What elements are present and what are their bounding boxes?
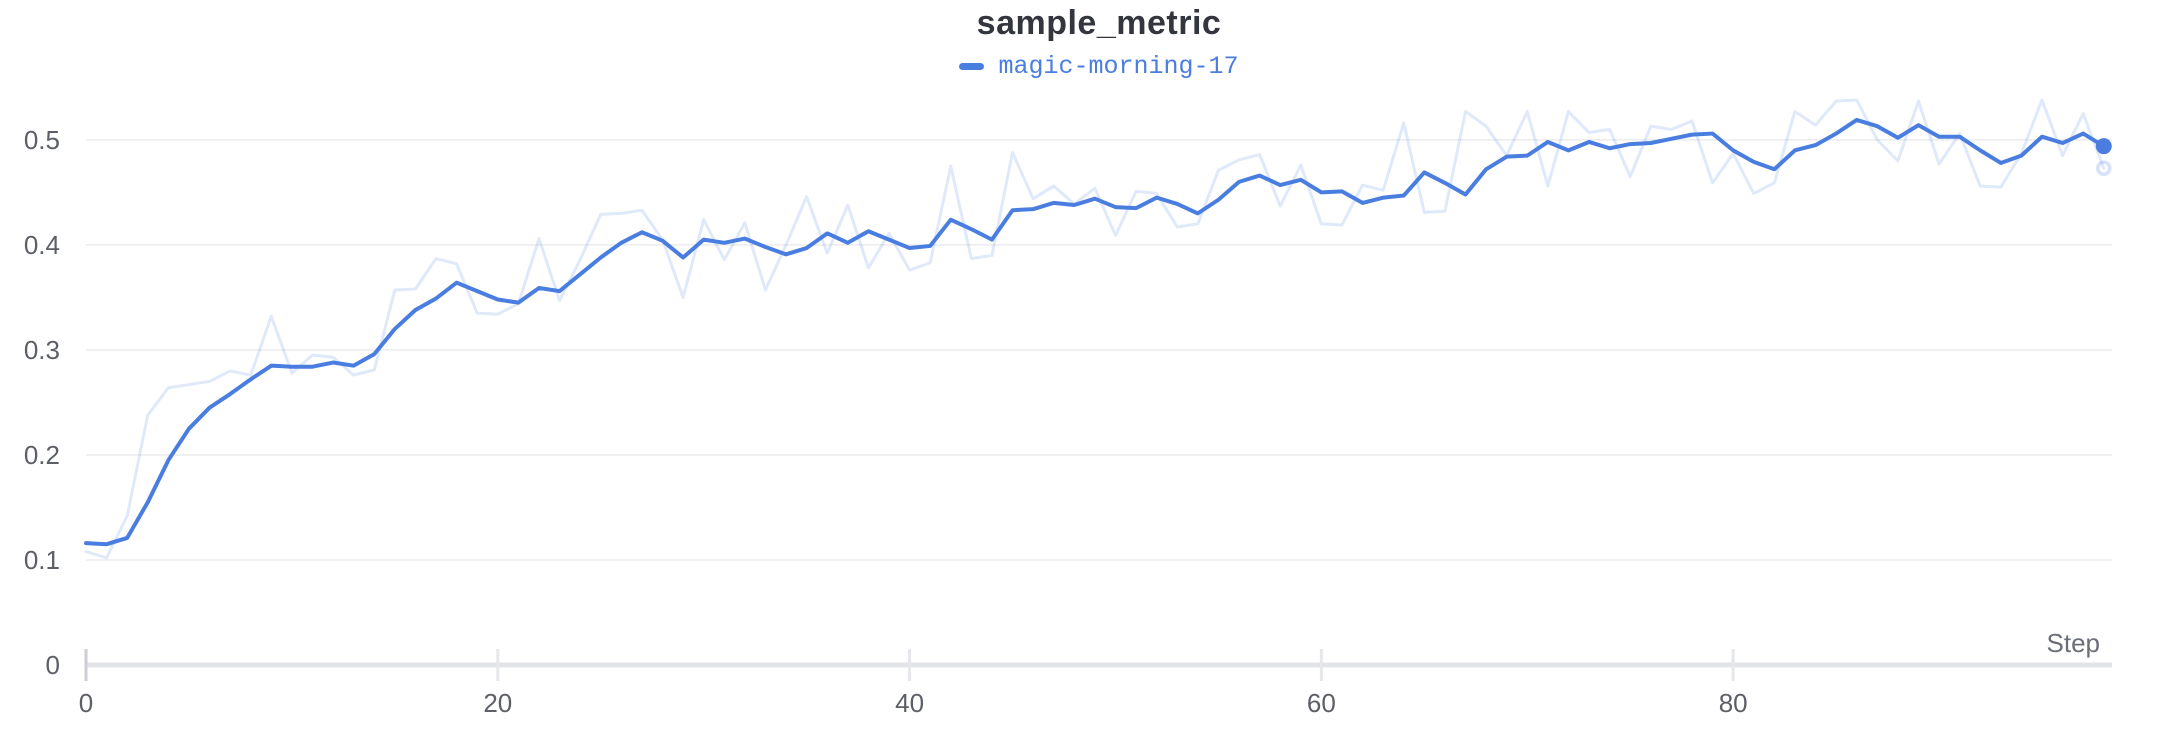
x-tick-label: 40 [895,688,924,718]
y-tick-label: 0.5 [24,125,60,155]
y-tick-label: 0 [46,650,60,680]
x-tick-label: 20 [483,688,512,718]
legend-run-name: magic-morning-17 [998,52,1239,81]
smoothed-series-line [84,117,2106,547]
y-tick-label: 0.4 [24,230,60,260]
x-tick-label: 0 [79,688,93,718]
legend-line-icon [959,63,985,70]
x-tick-label: 80 [1719,688,1748,718]
y-tick-label: 0.3 [24,335,60,365]
raw-series-line [84,98,2106,560]
chart-legend: magic-morning-17 [86,52,2112,81]
chart-title: sample_metric [976,4,1222,42]
legend-item-run[interactable]: magic-morning-17 [959,52,1239,81]
x-tick-label: 60 [1307,688,1336,718]
y-tick-label: 0.1 [24,545,60,575]
x-axis-label: Step [2046,628,2101,658]
y-tick-label: 0.2 [24,440,60,470]
raw-end-ring [2096,160,2112,176]
smoothed-end-dot [2095,138,2112,155]
